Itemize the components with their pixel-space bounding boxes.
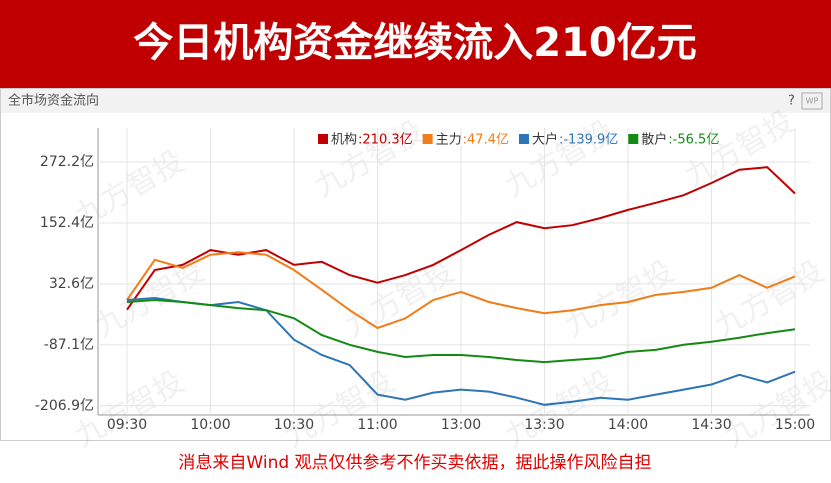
x-tick-label: 13:00 [441, 417, 481, 433]
legend-name: 大户 [532, 132, 558, 148]
x-tick-label: 10:30 [274, 417, 314, 433]
x-tick-label: 09:30 [107, 417, 147, 433]
x-tick-label: 13:30 [524, 417, 564, 433]
legend-name: 机构 [331, 133, 357, 148]
y-tick-label: -206.9亿 [35, 398, 94, 414]
x-tick-label: 11:00 [357, 417, 397, 433]
legend-swatch [422, 134, 433, 144]
series-line [126, 296, 796, 406]
logo: WP [806, 97, 819, 106]
disclaimer: 消息来自Wind 观点仅供参考不作买卖依据，据此操作风险自担 [178, 453, 651, 473]
panel-title: 全市场资金流向 [8, 93, 99, 109]
x-tick-label: 14:00 [608, 417, 648, 433]
legend-swatch [518, 134, 529, 144]
legend-value: :210.3亿 [358, 133, 413, 148]
legend-value: :47.4亿 [463, 133, 509, 148]
legend-swatch [318, 134, 328, 144]
series-line [126, 298, 796, 364]
legend-name: 散户 [641, 132, 667, 148]
x-tick-label: 14:30 [691, 417, 731, 433]
y-tick-label: 272.2亿 [40, 154, 94, 170]
banner-title: 今日机构资金继续流入210亿元 [133, 20, 697, 66]
panel [0, 88, 831, 441]
legend-swatch [628, 134, 639, 144]
help-icon[interactable]: ? [788, 94, 795, 109]
legend-value: :-139.9亿 [559, 133, 618, 148]
x-tick-label: 15:00 [775, 417, 815, 433]
banner [0, 0, 831, 88]
legend-name: 主力 [436, 133, 462, 148]
series-line [126, 251, 796, 330]
series-line [126, 166, 796, 311]
y-tick-label: 32.6亿 [49, 276, 94, 292]
legend-value: :-56.5亿 [668, 133, 719, 148]
x-tick-label: 10:00 [190, 417, 230, 433]
y-tick-label: -87.1亿 [44, 337, 94, 353]
panel-header [1, 89, 830, 113]
logo-box [801, 92, 823, 110]
y-tick-label: 152.4亿 [40, 215, 94, 231]
